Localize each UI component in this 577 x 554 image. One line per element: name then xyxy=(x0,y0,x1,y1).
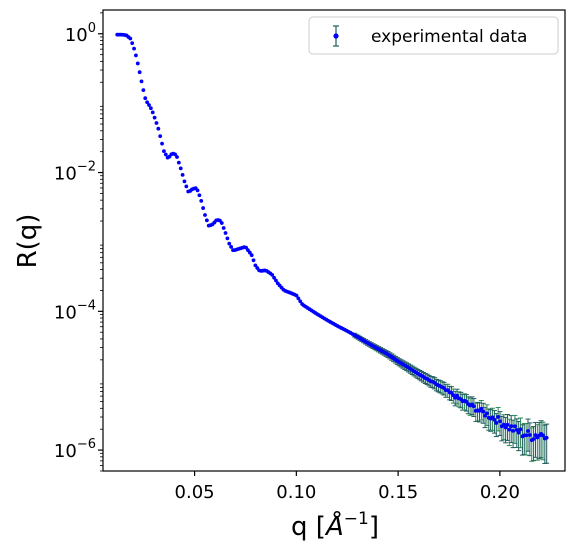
data-point xyxy=(180,173,185,177)
data-point xyxy=(298,299,303,304)
data-point xyxy=(514,428,519,432)
x-axis-label: q [Å−1] xyxy=(291,509,379,542)
data-point xyxy=(505,422,510,427)
y-tick-label: 10−4 xyxy=(54,298,96,323)
data-point xyxy=(496,415,501,419)
y-tick-label: 10−2 xyxy=(54,160,96,185)
data-point xyxy=(251,258,256,263)
data-point xyxy=(137,70,142,75)
data-point xyxy=(141,88,146,93)
data-point xyxy=(272,275,276,280)
y-tick-label: 100 xyxy=(65,21,96,46)
data-point xyxy=(130,41,135,46)
data-point xyxy=(541,433,545,438)
data-points-layer xyxy=(115,32,549,443)
data-point xyxy=(176,160,181,165)
data-point xyxy=(175,155,179,159)
data-point xyxy=(199,198,204,203)
data-point xyxy=(128,36,133,41)
data-point xyxy=(163,152,168,157)
data-point xyxy=(274,278,278,283)
legend-label: experimental data xyxy=(371,27,527,47)
data-point xyxy=(513,424,517,429)
data-point xyxy=(152,115,157,120)
data-point xyxy=(150,110,155,115)
x-tick-label: 0.20 xyxy=(480,482,520,503)
data-point xyxy=(494,421,499,425)
y-tick-label: 10−6 xyxy=(54,437,96,462)
data-point xyxy=(544,435,549,440)
data-point xyxy=(160,141,164,146)
data-point xyxy=(507,427,512,432)
data-point xyxy=(485,411,489,416)
x-tick-label: 0.15 xyxy=(378,482,418,503)
data-point xyxy=(455,393,459,398)
data-point xyxy=(498,419,502,424)
data-point xyxy=(143,96,148,101)
data-point xyxy=(247,250,252,255)
data-point xyxy=(219,221,224,225)
data-point xyxy=(225,236,230,241)
data-point xyxy=(162,149,166,154)
data-point xyxy=(139,79,144,84)
data-point xyxy=(253,263,258,268)
data-point xyxy=(516,430,521,435)
legend-marker-icon xyxy=(333,25,339,47)
data-point xyxy=(178,166,183,171)
data-point xyxy=(296,296,301,301)
data-point xyxy=(135,61,140,66)
data-point xyxy=(492,417,497,422)
data-point xyxy=(511,428,515,433)
data-point xyxy=(148,106,153,111)
data-point xyxy=(223,231,228,235)
data-point xyxy=(182,179,187,184)
data-point xyxy=(154,121,159,125)
data-point xyxy=(203,213,207,217)
data-point xyxy=(270,272,275,277)
x-axis-ticks: 0.05 0.10 0.15 0.20 xyxy=(175,471,520,503)
data-point xyxy=(173,152,178,157)
data-point xyxy=(509,424,514,429)
data-point xyxy=(184,184,189,189)
data-point xyxy=(158,134,163,139)
data-point xyxy=(471,404,476,409)
data-point xyxy=(134,53,138,58)
data-point xyxy=(481,409,486,414)
data-point xyxy=(518,427,523,432)
data-point xyxy=(531,437,536,441)
data-point xyxy=(221,226,226,230)
data-point xyxy=(147,103,151,107)
x-tick-label: 0.10 xyxy=(276,482,316,503)
y-axis-ticks: 100 10−2 10−4 10−6 xyxy=(54,12,103,472)
data-point xyxy=(145,100,150,105)
legend-box xyxy=(308,16,559,55)
data-point xyxy=(229,245,234,249)
legend: experimental data xyxy=(308,16,559,55)
data-point xyxy=(204,218,209,223)
x-tick-label: 0.05 xyxy=(175,482,215,503)
data-point xyxy=(501,422,506,427)
data-point xyxy=(197,193,202,198)
data-point xyxy=(479,406,484,411)
data-point xyxy=(503,425,508,430)
data-point xyxy=(195,188,200,193)
data-point xyxy=(132,46,136,51)
data-point xyxy=(294,293,299,298)
y-axis-label: R(q) xyxy=(13,214,43,269)
data-point xyxy=(526,429,530,433)
data-point xyxy=(156,126,161,131)
data-point xyxy=(249,253,254,258)
plot-frame xyxy=(102,9,566,472)
data-point xyxy=(527,433,532,437)
data-point xyxy=(524,433,529,438)
data-point xyxy=(227,241,232,246)
data-point xyxy=(201,206,206,210)
